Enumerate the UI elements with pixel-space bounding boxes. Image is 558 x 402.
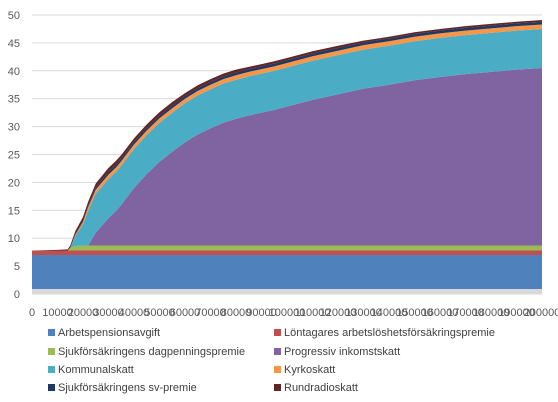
x-axis-line (32, 289, 542, 294)
x-tick-label: 90000 (246, 307, 277, 319)
x-tick-label: 110000 (295, 307, 331, 319)
legend: Arbetspensionsavgift Löntagares arbetslös… (48, 327, 495, 394)
series-area-3 (32, 245, 542, 251)
x-tick-label: 140000 (371, 307, 408, 319)
y-tick-label: 25 (8, 150, 20, 162)
y-tick-label: 35 (8, 94, 20, 106)
legend-label: Kyrkoskatt (284, 364, 335, 376)
legend-label: Arbetspensionsavgift (58, 327, 160, 339)
legend-swatch (48, 329, 55, 336)
x-tick-label: 50000 (144, 307, 175, 319)
x-tick-label: 60000 (170, 307, 201, 319)
y-tick-label: 0 (14, 289, 20, 301)
legend-swatch (48, 384, 55, 391)
legend-label: Kommunalskatt (58, 364, 134, 376)
legend-swatch (274, 366, 281, 373)
x-tick-label: 100000 (269, 307, 306, 319)
x-tick-label: 10000 (42, 307, 73, 319)
y-tick-label: 10 (8, 233, 20, 245)
x-tick-label: 120000 (320, 307, 357, 319)
y-tick-label: 15 (8, 205, 20, 217)
x-tick-label: 180000 (473, 307, 510, 319)
legend-swatch (274, 384, 281, 391)
x-tick-label: 190000 (498, 307, 535, 319)
legend-label: Sjukförsäkringens dagpenningspremie (58, 346, 245, 358)
y-tick-label: 20 (8, 177, 20, 189)
legend-label: Progressiv inkomstskatt (284, 346, 400, 358)
legend-label: Rundradioskatt (284, 382, 358, 394)
x-tick-label: 40000 (119, 307, 150, 319)
legend-swatch (48, 366, 55, 373)
x-tick-label: 30000 (93, 307, 124, 319)
y-tick-label: 30 (8, 122, 20, 134)
legend-swatch (274, 329, 281, 336)
y-axis: 0 5 10 15 20 25 30 35 40 45 50 (8, 10, 20, 301)
x-tick-label: 200000 (524, 307, 558, 319)
x-tick-label: 150000 (396, 307, 433, 319)
series-area-4 (32, 68, 542, 251)
y-tick-label: 5 (14, 261, 20, 273)
series-area-5 (32, 28, 542, 251)
series-area-1 (32, 254, 542, 294)
x-tick-label: 0 (29, 307, 35, 319)
x-tick-label: 20000 (68, 307, 99, 319)
x-tick-label: 160000 (422, 307, 459, 319)
x-tick-label: 170000 (447, 307, 484, 319)
x-tick-label: 80000 (221, 307, 252, 319)
legend-label: Sjukförsäkringens sv-premie (58, 382, 197, 394)
legend-label: Löntagares arbetslöshetsförsäkringspremi… (284, 327, 495, 339)
legend-swatch (48, 348, 55, 355)
series-area-2 (32, 250, 542, 255)
x-tick-label: 70000 (195, 307, 226, 319)
y-tick-label: 45 (8, 38, 20, 50)
y-tick-label: 50 (8, 10, 20, 22)
x-axis: 0 100002000030000400005000060000700008000… (29, 289, 558, 319)
series-areas (32, 20, 542, 294)
legend-swatch (274, 348, 281, 355)
y-tick-label: 40 (8, 66, 20, 78)
x-tick-label: 130000 (345, 307, 382, 319)
